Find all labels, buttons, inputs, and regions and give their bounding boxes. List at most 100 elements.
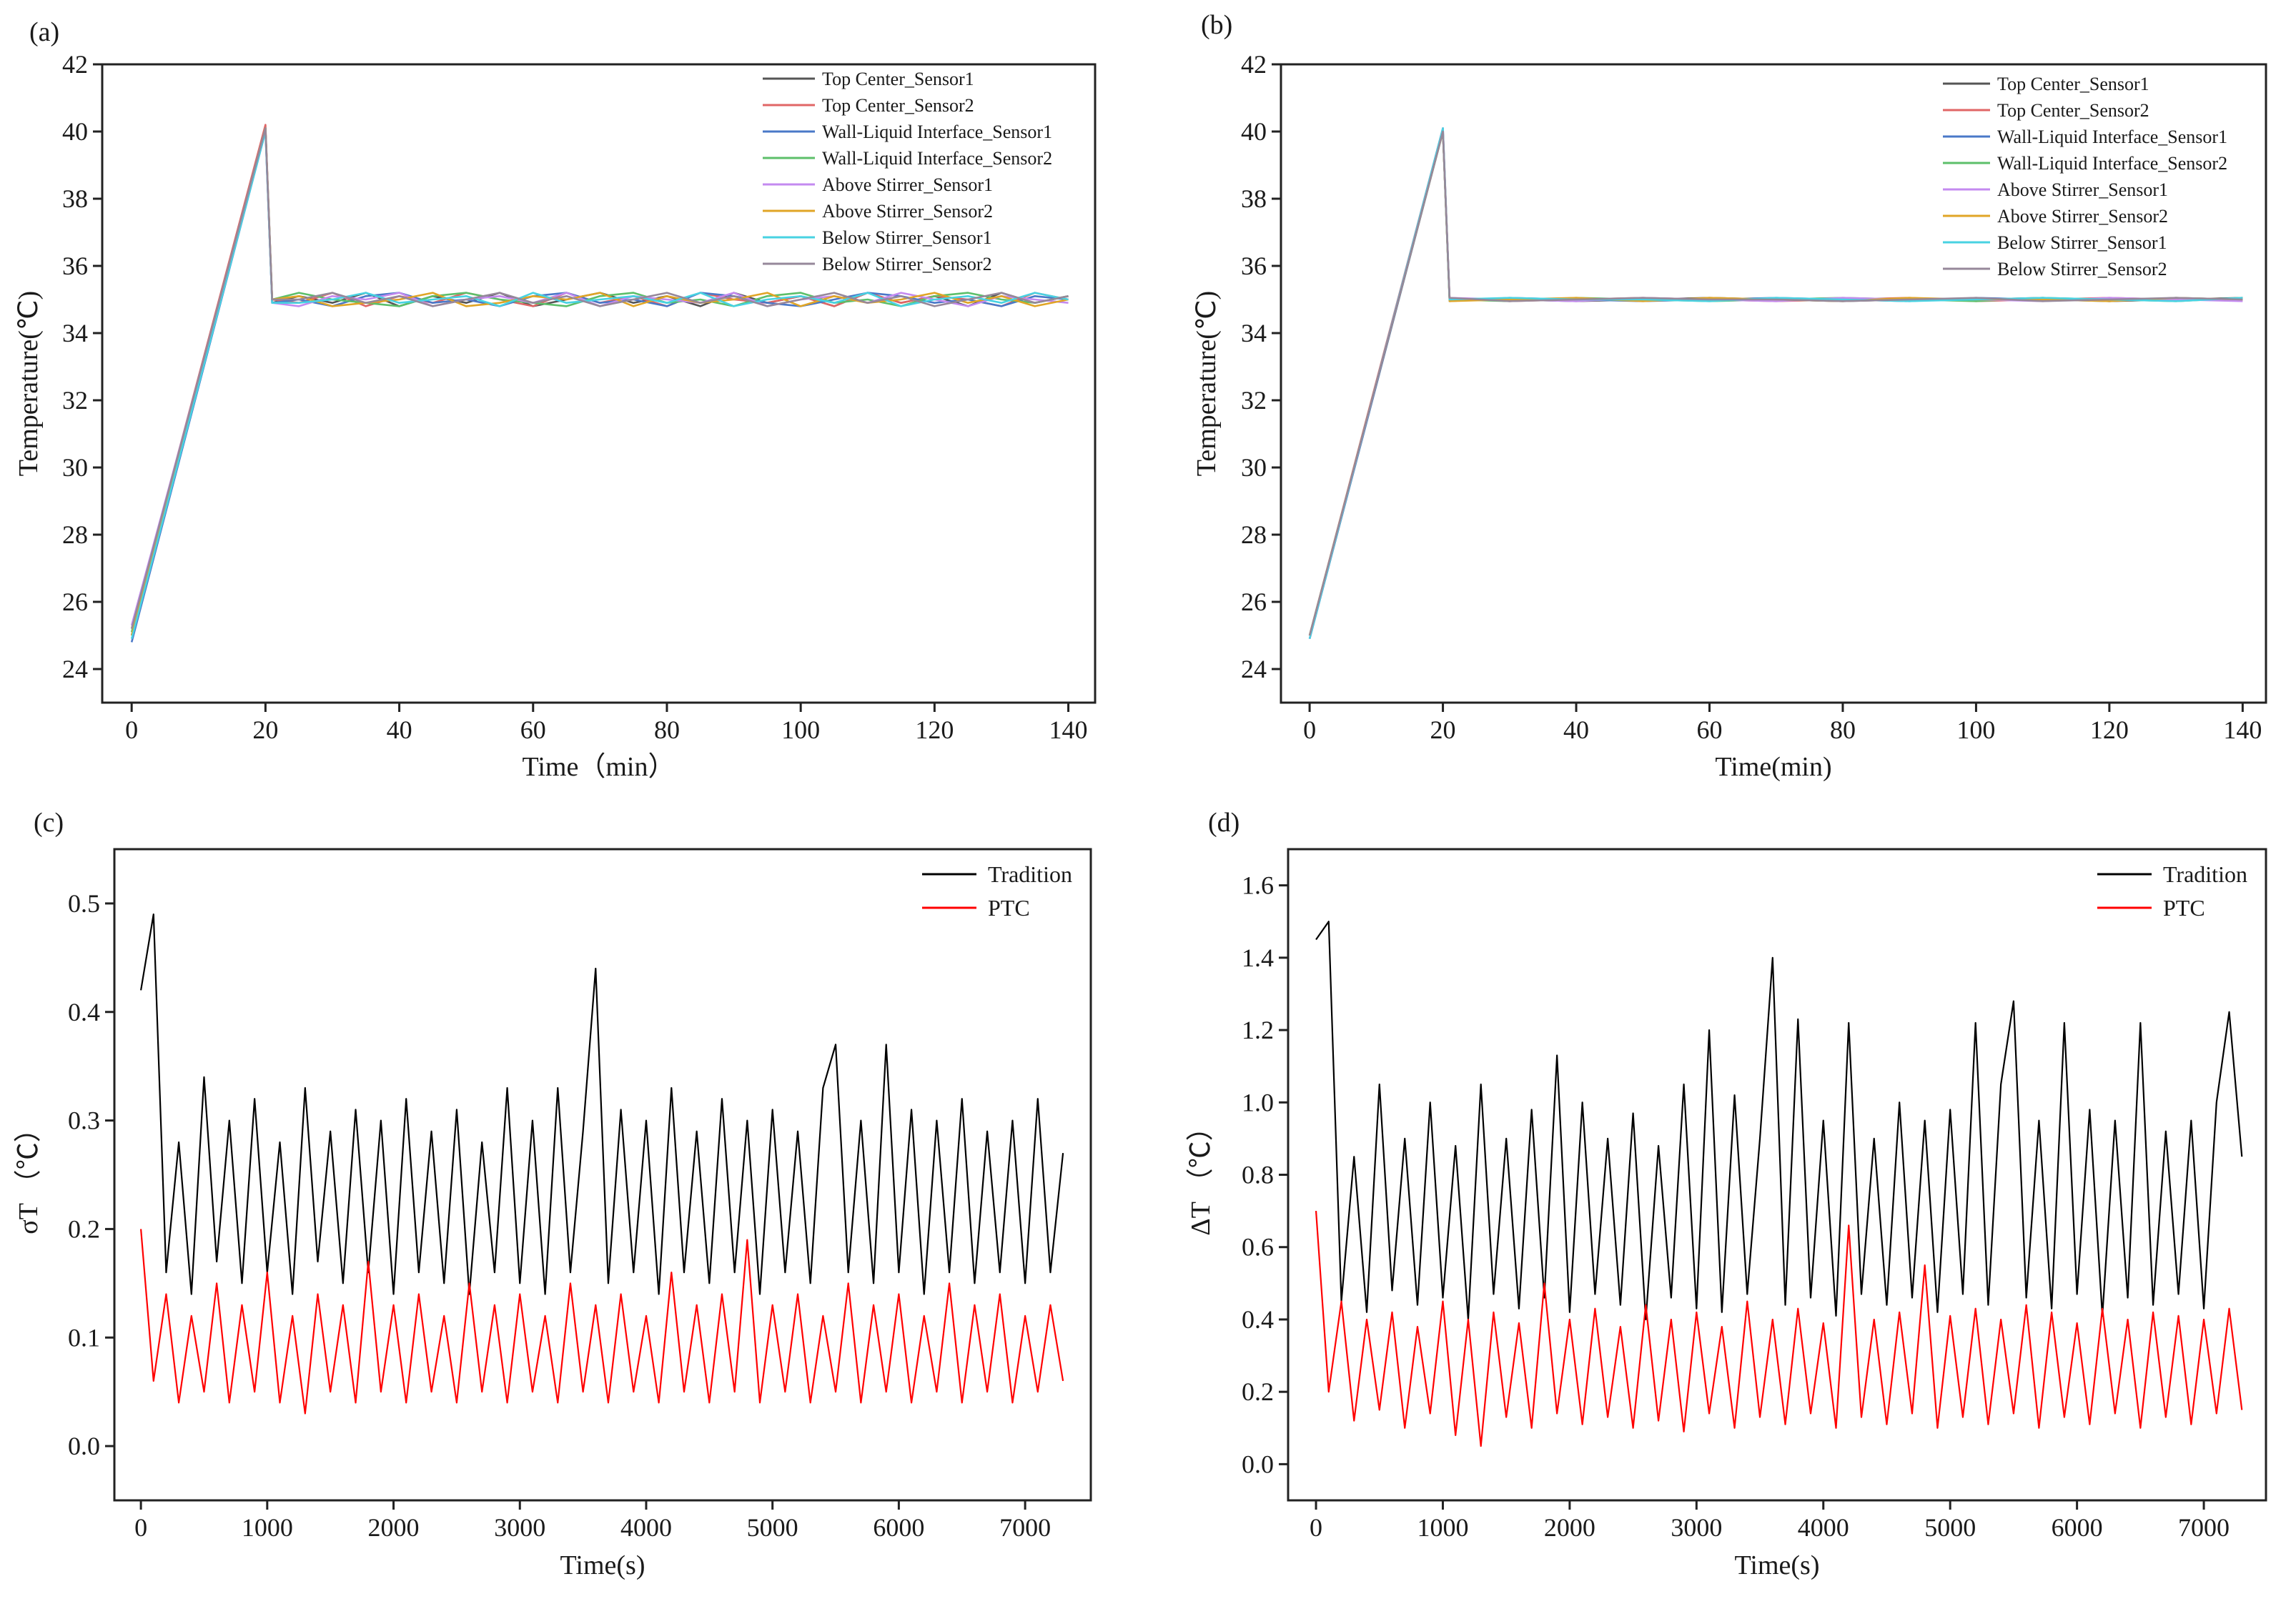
panel: (b) 0 20 40 60 80 100 120 140 24 26 28 30 32 34 36 38 40 4… bbox=[1192, 10, 2267, 782]
plot-area bbox=[140, 914, 1064, 1415]
data-line bbox=[1308, 127, 2243, 640]
panel: (a) 0 20 40 60 80 100 120 140 24 26 28 30 32 34 36 38 40 4… bbox=[14, 17, 1097, 782]
panel: (d) 0 1000 2000 3000 4000 5000 6000 7000 0.0 0.2 0.… bbox=[1186, 808, 2267, 1580]
y-tick-label: 0.0 bbox=[1242, 1450, 1274, 1478]
x-tick-label: 2000 bbox=[368, 1513, 420, 1542]
legend-label: Above Stirrer_Sensor1 bbox=[822, 174, 993, 195]
legend: Tradition PTC bbox=[922, 861, 1072, 921]
x-tick-label: 5000 bbox=[1924, 1513, 1976, 1542]
legend-label: Wall-Liquid Interface_Sensor2 bbox=[1997, 153, 2227, 174]
x-tick-label: 0 bbox=[1303, 716, 1316, 744]
x-tick-label: 0 bbox=[134, 1513, 147, 1542]
data-line bbox=[140, 914, 1064, 1295]
x-tick-label: 1000 bbox=[1417, 1513, 1468, 1542]
x-tick-label: 40 bbox=[387, 716, 412, 744]
legend-label: Top Center_Sensor2 bbox=[1997, 100, 2149, 121]
legend-label: Above Stirrer_Sensor2 bbox=[822, 201, 993, 222]
y-axis-label: Temperature(℃) bbox=[1192, 291, 1222, 476]
data-line bbox=[1315, 1211, 2243, 1447]
x-axis-label: Time(min) bbox=[1715, 752, 1831, 782]
y-tick-label: 42 bbox=[1241, 50, 1267, 79]
y-tick-label: 0.2 bbox=[1242, 1377, 1274, 1406]
data-line bbox=[130, 130, 1069, 640]
y-tick-label: 0.3 bbox=[68, 1106, 100, 1135]
x-tick-label: 6000 bbox=[873, 1513, 924, 1542]
data-line bbox=[130, 127, 1069, 633]
y-tick-label: 0.4 bbox=[68, 998, 100, 1026]
x-axis-label: Time(s) bbox=[560, 1550, 645, 1580]
y-tick-label: 38 bbox=[1241, 184, 1267, 213]
plot-area bbox=[1308, 127, 2243, 640]
y-tick-label: 0.1 bbox=[68, 1323, 100, 1352]
y-tick-label: 30 bbox=[62, 453, 88, 482]
y-tick-label: 0.6 bbox=[1242, 1233, 1274, 1262]
y-tick-label: 26 bbox=[62, 588, 88, 616]
legend-label: Below Stirrer_Sensor1 bbox=[1997, 232, 2167, 253]
y-tick-label: 40 bbox=[1241, 117, 1267, 146]
y-axis-label: σT （℃） bbox=[14, 1115, 44, 1234]
panel-label: (d) bbox=[1208, 808, 1239, 838]
y-tick-label: 24 bbox=[1241, 655, 1267, 683]
legend-label: PTC bbox=[988, 895, 1030, 921]
x-tick-label: 140 bbox=[2223, 716, 2262, 744]
y-tick-label: 1.2 bbox=[1242, 1016, 1274, 1044]
data-line bbox=[1308, 127, 2243, 640]
panel-label: (c) bbox=[34, 808, 64, 838]
x-tick-label: 3000 bbox=[494, 1513, 545, 1542]
legend-label: Tradition bbox=[988, 861, 1072, 887]
y-tick-label: 0.5 bbox=[68, 889, 100, 918]
x-tick-label: 140 bbox=[1049, 716, 1088, 744]
legend-label: Top Center_Sensor1 bbox=[1997, 74, 2149, 94]
x-tick-label: 20 bbox=[252, 716, 278, 744]
data-line bbox=[130, 127, 1069, 629]
data-line bbox=[1308, 130, 2243, 636]
y-axis-label: Temperature(℃) bbox=[14, 291, 44, 476]
y-tick-label: 26 bbox=[1241, 588, 1267, 616]
y-tick-label: 34 bbox=[1241, 319, 1267, 347]
plot-area bbox=[130, 124, 1069, 643]
x-tick-label: 20 bbox=[1430, 716, 1456, 744]
y-tick-label: 0.2 bbox=[68, 1214, 100, 1243]
legend-label: Below Stirrer_Sensor2 bbox=[822, 254, 992, 274]
x-tick-label: 4000 bbox=[620, 1513, 672, 1542]
legend-label: Wall-Liquid Interface_Sensor2 bbox=[822, 148, 1052, 169]
x-tick-label: 3000 bbox=[1671, 1513, 1722, 1542]
y-tick-label: 0.4 bbox=[1242, 1305, 1274, 1334]
plot-frame bbox=[101, 63, 1097, 704]
data-line bbox=[1315, 921, 2243, 1321]
x-tick-label: 1000 bbox=[242, 1513, 293, 1542]
legend: Tradition PTC bbox=[2097, 861, 2247, 921]
y-tick-label: 24 bbox=[62, 655, 88, 683]
x-tick-label: 100 bbox=[781, 716, 820, 744]
y-tick-label: 0.0 bbox=[68, 1432, 100, 1460]
y-axis-label: ΔT （℃） bbox=[1186, 1114, 1216, 1235]
x-axis-label: Time（min） bbox=[523, 752, 676, 782]
legend-label: Top Center_Sensor1 bbox=[822, 69, 974, 89]
plot-frame bbox=[1280, 63, 2267, 704]
x-tick-label: 7000 bbox=[2178, 1513, 2230, 1542]
legend-label: Wall-Liquid Interface_Sensor1 bbox=[822, 122, 1052, 142]
legend-label: Wall-Liquid Interface_Sensor1 bbox=[1997, 127, 2227, 147]
x-tick-label: 80 bbox=[1830, 716, 1856, 744]
y-tick-label: 30 bbox=[1241, 453, 1267, 482]
x-tick-label: 120 bbox=[2090, 716, 2129, 744]
x-tick-label: 60 bbox=[1696, 716, 1722, 744]
legend: Top Center_Sensor1 Top Center_Sensor2 Wall… bbox=[763, 69, 1052, 274]
x-tick-label: 100 bbox=[1956, 716, 1995, 744]
plot-frame bbox=[1287, 848, 2267, 1502]
y-tick-label: 36 bbox=[62, 252, 88, 280]
x-tick-label: 120 bbox=[915, 716, 954, 744]
panel-label: (b) bbox=[1201, 10, 1232, 40]
y-tick-label: 1.0 bbox=[1242, 1088, 1274, 1117]
y-tick-label: 42 bbox=[62, 50, 88, 79]
y-tick-label: 32 bbox=[1241, 386, 1267, 415]
x-tick-label: 80 bbox=[654, 716, 680, 744]
legend-label: Below Stirrer_Sensor1 bbox=[822, 227, 992, 248]
y-tick-label: 38 bbox=[62, 184, 88, 213]
legend-label: Below Stirrer_Sensor2 bbox=[1997, 259, 2167, 279]
y-tick-label: 28 bbox=[1241, 520, 1267, 549]
plot-frame bbox=[113, 848, 1092, 1502]
x-axis-label: Time(s) bbox=[1735, 1550, 1820, 1580]
x-tick-label: 0 bbox=[1310, 1513, 1322, 1542]
